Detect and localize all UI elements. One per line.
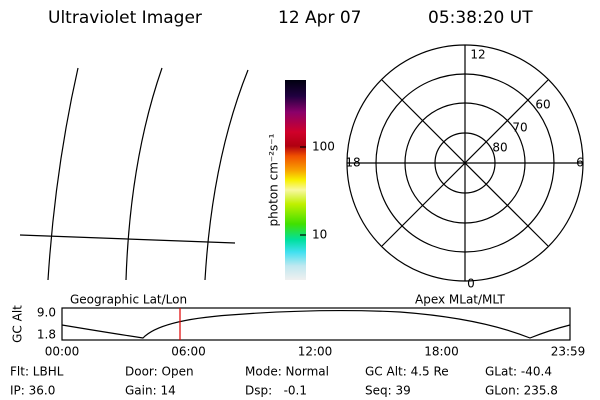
info-field: IP: 36.0 bbox=[10, 384, 55, 398]
date: 12 Apr 07 bbox=[278, 8, 361, 28]
info-field: Door: Open bbox=[125, 365, 194, 379]
time-label: 00:00 bbox=[45, 345, 80, 359]
info-field: GLat: -40.4 bbox=[485, 365, 552, 379]
orbit-title: Geographic Lat/Lon bbox=[70, 293, 187, 307]
orbit-y-label: 9.0 bbox=[37, 306, 56, 320]
lat-label: 70 bbox=[512, 121, 527, 135]
orbit-box bbox=[61, 307, 571, 341]
orbit-y-label: 1.8 bbox=[37, 328, 56, 342]
mlt-label: 6 bbox=[576, 156, 584, 170]
mlt-label: 18 bbox=[345, 156, 360, 170]
time-label: 12:00 bbox=[298, 345, 333, 359]
time-label: 18:00 bbox=[424, 345, 459, 359]
lat-label: 80 bbox=[492, 141, 507, 155]
info-field: Seq: 39 bbox=[365, 384, 411, 398]
orbit-title: Apex MLat/MLT bbox=[415, 293, 505, 307]
colorbar-tick: 100 bbox=[312, 140, 335, 154]
info-field: Flt: LBHL bbox=[10, 365, 64, 379]
info-field: Mode: Normal bbox=[245, 365, 329, 379]
colorbar bbox=[285, 80, 306, 280]
info-field: Dsp: -0.1 bbox=[245, 384, 307, 398]
time-label: 06:00 bbox=[171, 345, 206, 359]
info-field: Gain: 14 bbox=[125, 384, 176, 398]
colorbar-tick: 10 bbox=[312, 228, 327, 242]
orbit-curve bbox=[61, 309, 571, 339]
polar-plot bbox=[346, 44, 584, 282]
colorbar-label: photon cm⁻²s⁻¹ bbox=[267, 133, 281, 226]
title: Ultraviolet Imager bbox=[48, 8, 202, 28]
map-panel bbox=[19, 67, 249, 281]
orbit-axis-label: GC Alt bbox=[11, 305, 25, 343]
time-label: 23:59 bbox=[551, 345, 586, 359]
time: 05:38:20 UT bbox=[428, 8, 533, 28]
lat-label: 60 bbox=[535, 98, 550, 112]
mlt-label: 12 bbox=[470, 48, 485, 62]
info-field: GLon: 235.8 bbox=[485, 384, 558, 398]
info-field: GC Alt: 4.5 Re bbox=[365, 365, 449, 379]
mlt-label: 0 bbox=[467, 277, 475, 291]
